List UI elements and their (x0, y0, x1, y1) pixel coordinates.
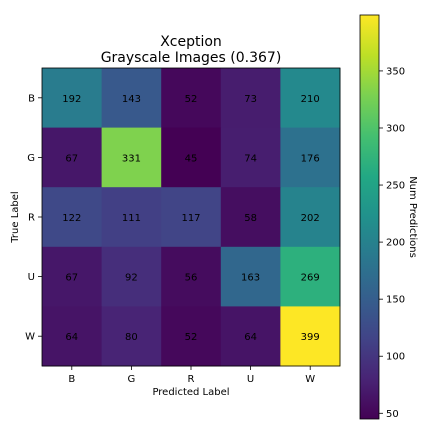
y-axis-label: True Label (10, 191, 21, 243)
cell-value-label: 92 (125, 273, 138, 284)
heatmap-cell (42, 187, 103, 248)
cell-value-label: 74 (244, 153, 257, 164)
cell-value-label: 67 (65, 153, 78, 164)
heatmap-cell (161, 68, 222, 129)
cell-value-label: 73 (244, 94, 257, 105)
colorbar-tick-label: 100 (386, 352, 405, 363)
y-tick-label: U (28, 272, 35, 283)
x-tick-label: U (247, 374, 254, 385)
y-axis-ticks: B G R U W (25, 93, 42, 343)
heatmap-cell (42, 246, 103, 307)
chart-title: Xception (160, 34, 222, 50)
heatmap-cells (42, 68, 341, 367)
cell-value-label: 52 (185, 94, 198, 105)
heatmap-cell (42, 127, 103, 188)
colorbar-tick-label: 200 (386, 238, 405, 249)
x-tick-label: B (68, 374, 75, 385)
heatmap-cell (42, 306, 103, 367)
heatmap-cell (42, 68, 103, 129)
cell-value-label: 399 (301, 332, 320, 343)
cell-value-label: 67 (65, 273, 78, 284)
cell-value-label: 269 (301, 273, 320, 284)
heatmap-cell (280, 127, 341, 188)
heatmap-cell (220, 127, 281, 188)
colorbar-tick-label: 350 (386, 66, 405, 77)
colorbar-ticks: 50 100 150 200 250 300 350 (379, 66, 405, 420)
colorbar (359, 14, 380, 420)
heatmap-cell (101, 68, 162, 129)
cell-value-label: 52 (185, 332, 198, 343)
cell-value-label: 117 (181, 213, 200, 224)
heatmap-cell (101, 187, 162, 248)
y-tick-label: G (27, 153, 35, 164)
cell-value-label: 45 (185, 153, 198, 164)
y-tick-label: W (25, 332, 35, 343)
cell-value-label: 80 (125, 332, 138, 343)
y-tick-label: R (28, 213, 35, 224)
chart-subtitle: Grayscale Images (0.367) (101, 50, 282, 66)
heatmap-cell (280, 306, 341, 367)
cell-value-label: 122 (62, 213, 81, 224)
cell-value-label: 58 (244, 213, 257, 224)
colorbar-tick-label: 150 (386, 295, 405, 306)
heatmap-cell (101, 127, 162, 188)
colorbar-tick-label: 50 (386, 409, 399, 420)
colorbar-tick-label: 250 (386, 181, 405, 192)
heatmap-cell (161, 306, 222, 367)
cell-value-label: 331 (122, 153, 141, 164)
cell-value-label: 192 (62, 94, 81, 105)
cell-value-label: 176 (301, 153, 320, 164)
cell-value-label: 202 (301, 213, 320, 224)
heatmap-cell (101, 306, 162, 367)
x-tick-label: G (128, 374, 136, 385)
cell-value-label: 111 (122, 213, 141, 224)
x-tick-label: W (305, 374, 315, 385)
heatmap-cell (220, 187, 281, 248)
heatmap-cell (161, 246, 222, 307)
heatmap-cell (161, 187, 222, 248)
cell-value-label: 64 (65, 332, 78, 343)
cell-value-label: 163 (241, 273, 260, 284)
heatmap-cell (280, 187, 341, 248)
cell-value-label: 64 (244, 332, 257, 343)
heatmap-cell (280, 68, 341, 129)
cell-value-label: 143 (122, 94, 141, 105)
heatmap-cell (280, 246, 341, 307)
heatmap-cell-labels: 192 143 52 73 210 67 331 45 74 176 122 111 117 58 202 6… (62, 94, 319, 343)
y-tick-label: B (28, 93, 35, 104)
colorbar-label: Num Predictions (407, 176, 418, 258)
heatmap-cell (220, 246, 281, 307)
heatmap-cell (220, 306, 281, 367)
x-tick-label: R (188, 374, 195, 385)
x-axis-label: Predicted Label (152, 387, 229, 398)
cell-value-label: 56 (185, 273, 198, 284)
heatmap-cell (101, 246, 162, 307)
heatmap-cell (220, 68, 281, 129)
colorbar-tick-label: 300 (386, 123, 405, 134)
cell-value-label: 210 (301, 94, 320, 105)
heatmap-cell (161, 127, 222, 188)
